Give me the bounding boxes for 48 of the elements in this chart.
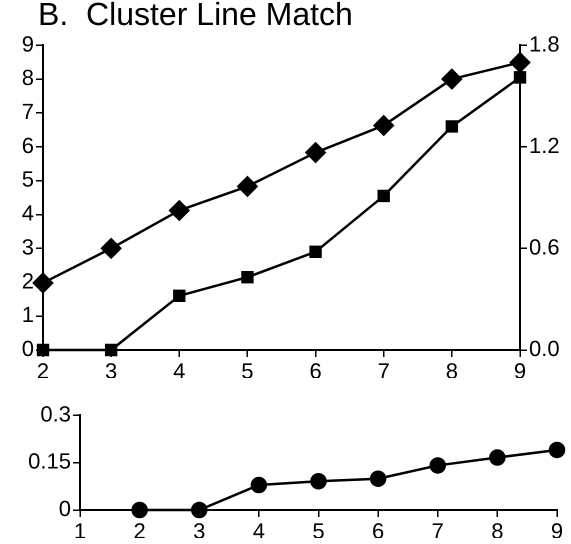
y2-tick-label: 1.2 — [529, 132, 560, 158]
point — [191, 502, 208, 518]
point — [237, 176, 258, 197]
y-tick-label: 1 — [22, 302, 34, 328]
point — [104, 344, 118, 356]
point — [370, 470, 386, 487]
point — [131, 502, 148, 518]
x-tick-label: 4 — [252, 518, 265, 544]
point — [548, 442, 566, 458]
chart-title: B. Cluster Line Match — [38, 0, 353, 33]
y-tick-label: 5 — [22, 166, 34, 192]
x-tick-label: 2 — [134, 518, 146, 544]
point — [514, 71, 526, 84]
point — [489, 449, 506, 466]
x-tick-label: 7 — [378, 358, 390, 384]
y-tick-label: 8 — [22, 65, 34, 90]
point — [442, 68, 462, 90]
point — [373, 115, 394, 136]
point — [378, 190, 390, 202]
y2-tick-label: 0.0 — [529, 336, 560, 362]
y-tick-label: 3 — [22, 234, 34, 260]
y2-tick-label: 0.6 — [529, 234, 560, 260]
y-tick-label: 2 — [22, 268, 34, 294]
y-tick-label: 9 — [22, 31, 34, 56]
y-tick-label: 6 — [22, 132, 34, 158]
point — [310, 472, 327, 490]
point — [173, 290, 186, 302]
y-tick-label: 7 — [22, 98, 34, 124]
point — [446, 120, 458, 133]
y-tick-label: 0 — [58, 496, 71, 522]
y-tick-label: 0 — [22, 336, 34, 362]
y-tick-label: 0.15 — [28, 448, 71, 474]
y-tick-label: 4 — [22, 200, 34, 226]
y-tick-label: 0.3 — [40, 401, 71, 426]
point — [32, 272, 54, 294]
x-tick-label: 1 — [74, 518, 86, 544]
y2-tick-label: 1.8 — [529, 31, 560, 56]
point — [250, 476, 268, 494]
point — [100, 238, 122, 259]
point — [241, 270, 254, 284]
point — [169, 200, 190, 221]
point — [430, 457, 446, 474]
point — [309, 246, 322, 258]
point — [305, 142, 326, 163]
x-tick-label: 7 — [432, 518, 444, 544]
x-tick-label: 4 — [173, 358, 186, 384]
point — [510, 52, 530, 73]
point — [36, 344, 50, 356]
